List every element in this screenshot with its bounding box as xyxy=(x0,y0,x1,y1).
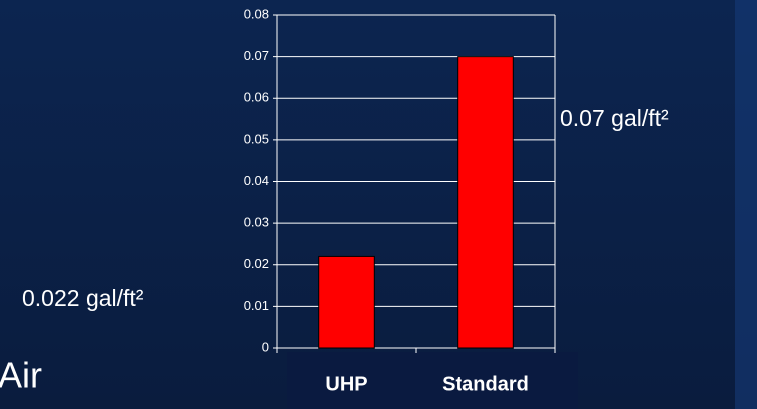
y-tick-label: 0.01 xyxy=(244,298,269,313)
y-tick-label: 0.05 xyxy=(244,131,269,146)
category-box xyxy=(287,352,578,409)
y-tick-label: 0.03 xyxy=(244,215,269,230)
x-tick-label: UHP xyxy=(325,373,367,395)
value-label: 0.07 gal/ft² xyxy=(560,105,669,131)
y-tick-label: 0.04 xyxy=(244,173,269,188)
side-band xyxy=(735,0,757,409)
y-tick-label: 0.07 xyxy=(244,48,269,63)
y-tick-label: 0.06 xyxy=(244,90,269,105)
y-tick-label: 0 xyxy=(262,339,269,354)
bar xyxy=(318,255,375,349)
y-tick-label: 0.02 xyxy=(244,256,269,271)
y-tick-label: 0.08 xyxy=(244,6,269,21)
value-label: 0.022 gal/ft² xyxy=(22,285,144,311)
bar xyxy=(457,56,514,349)
x-tick-label: Standard xyxy=(442,373,529,395)
annotation: Air xyxy=(0,355,42,396)
